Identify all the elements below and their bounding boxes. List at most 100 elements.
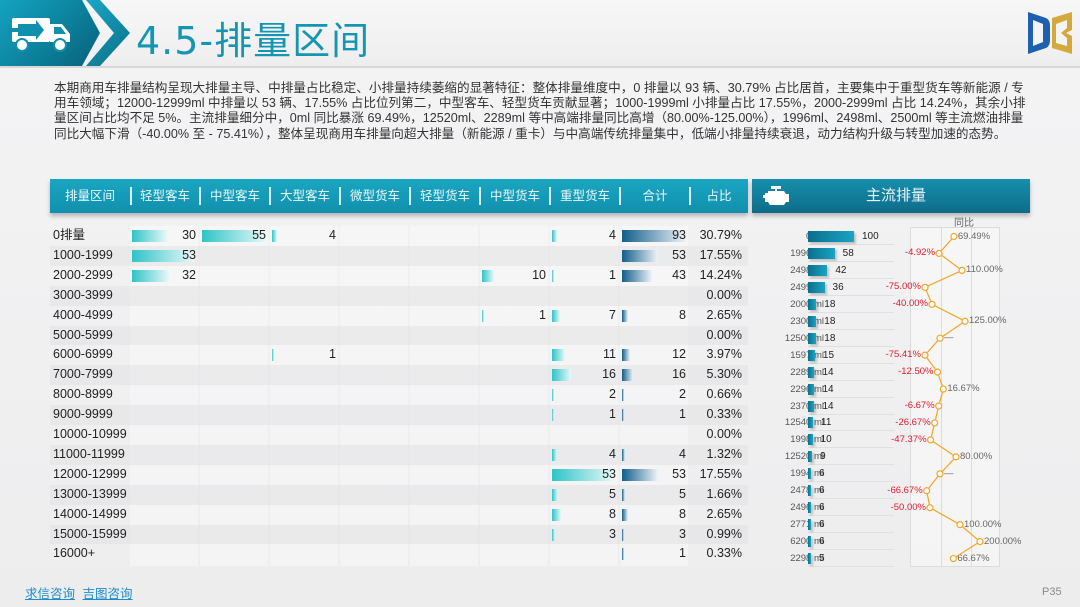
row-label: 8000-8999 [53,387,113,402]
cell-share: 3.97% [706,347,742,362]
yoy-label: -50.00% [890,501,926,513]
cell-large-bus [270,544,340,564]
mainstream-row: 1998 ml 10 [752,431,1002,449]
data-bar [622,309,628,322]
table-row: 9000-9999 1 1 0.33% [50,405,748,425]
mainstream-title: 主流排量 [865,187,926,204]
data-bar [552,488,558,501]
cell-heavy-truck: 2 [550,385,620,405]
footer-link-qiuxin[interactable]: 求信咨询 [25,587,76,601]
yoy-label: -75.41% [885,349,921,361]
row-label: 5000-5999 [53,327,113,342]
cell-heavy-truck [550,326,620,346]
row-label: 13000-13999 [53,486,127,501]
column-band [550,226,618,566]
mainstream-row: 1996 ml 58 [752,245,1002,262]
cell-light-truck [410,365,480,385]
cell-total: 1 [620,544,690,564]
cell-value: 16 [672,367,686,382]
row-label: 1000-1999 [53,247,113,262]
displacement-name: 2296 ml [790,383,824,395]
cell-value: 30 [182,228,196,242]
cell-share: 1.32% [706,446,742,461]
data-bar [552,528,556,541]
footer-link-jitu[interactable]: 吉图咨询 [82,587,133,601]
mainstream-value: 14 [822,383,834,395]
row-label: 3000-3999 [53,287,113,302]
cell-light-bus [130,405,200,425]
cell-light-bus [130,345,200,365]
row-label: 0排量 [53,228,85,242]
cell-light-bus [130,326,200,346]
cell-light-truck [410,485,480,505]
cell-value: 12 [672,347,686,362]
row-divider [808,430,894,432]
cell-total: 8 [620,505,690,525]
mainstream-row: 2298 ml 5 [752,550,1002,568]
cell-value: 16 [602,367,616,382]
cell-medium-truck [480,246,550,266]
cell-medium-truck [480,505,550,525]
cell-total: 5 [620,485,690,505]
cell-micro-truck [340,385,410,405]
data-bar [622,508,628,521]
cell-value: 53 [672,466,686,481]
cell-medium-bus [200,465,270,485]
cell-heavy-truck: 1 [550,405,620,425]
header-medium-truck: 中型货车 [489,189,540,203]
data-bar [552,508,562,521]
cell-value: 4 [679,446,686,461]
cell-large-bus [270,505,340,525]
row-divider [808,447,894,449]
cell-micro-truck [340,525,410,545]
cell-value: 43 [672,267,686,282]
cell-light-bus [130,425,200,445]
table-row: 13000-13999 5 5 1.66% [50,484,748,505]
cell-micro-truck [340,544,410,564]
cell-heavy-truck: 5 [550,485,620,505]
data-bar [622,548,624,561]
cell-large-bus [270,306,340,326]
header-separator [619,187,621,205]
cell-light-truck [410,505,480,525]
cell-micro-truck [340,465,410,485]
cell-large-bus [270,365,340,385]
cell-light-truck [410,465,480,485]
cell-medium-truck [480,326,550,346]
mainstream-row: 2289 ml 14 [752,364,1002,381]
mainstream-row: 0 ml100 [752,228,1002,245]
cell-light-truck [410,345,480,365]
cell-value: 4 [609,446,616,461]
cell-medium-truck [480,286,550,306]
cell-heavy-truck: 7 [550,306,620,326]
cell-medium-truck [480,405,550,425]
cell-medium-bus [200,246,270,266]
cell-medium-truck [480,425,550,445]
cell-total: 1 [620,405,690,425]
header-share: 占比 [706,189,732,203]
yoy-label: -6.67% [904,400,935,411]
header-separator [339,187,341,205]
cell-light-bus: 30 [130,226,200,246]
cell-share: 2.65% [706,506,742,521]
cell-total: 8 [620,306,690,326]
cell-heavy-truck: 1 [550,266,620,286]
displacement-name: 1996 ml [790,247,824,259]
mainstream-value: 11 [821,417,832,429]
data-bar [482,269,494,282]
cell-value: 11 [603,347,616,362]
mainstream-value: 18 [824,332,836,344]
table-row: 6000-6999 1 11 12 3.97% [50,345,748,365]
cell-total: 3 [620,525,690,545]
cell-micro-truck [340,425,410,445]
mainstream-row: 12500 ml 18 [752,330,1002,347]
row-label: 4000-4999 [53,307,113,322]
cell-share: 14.24% [699,267,742,282]
mainstream-bar [808,383,815,395]
cell-light-truck [410,326,480,346]
mainstream-row: 2296 ml 14 [752,381,1002,398]
cell-value: 8 [679,307,686,322]
cell-light-truck [410,425,480,445]
data-bar [202,230,266,242]
displacement-name: 2478 ml [790,485,824,497]
